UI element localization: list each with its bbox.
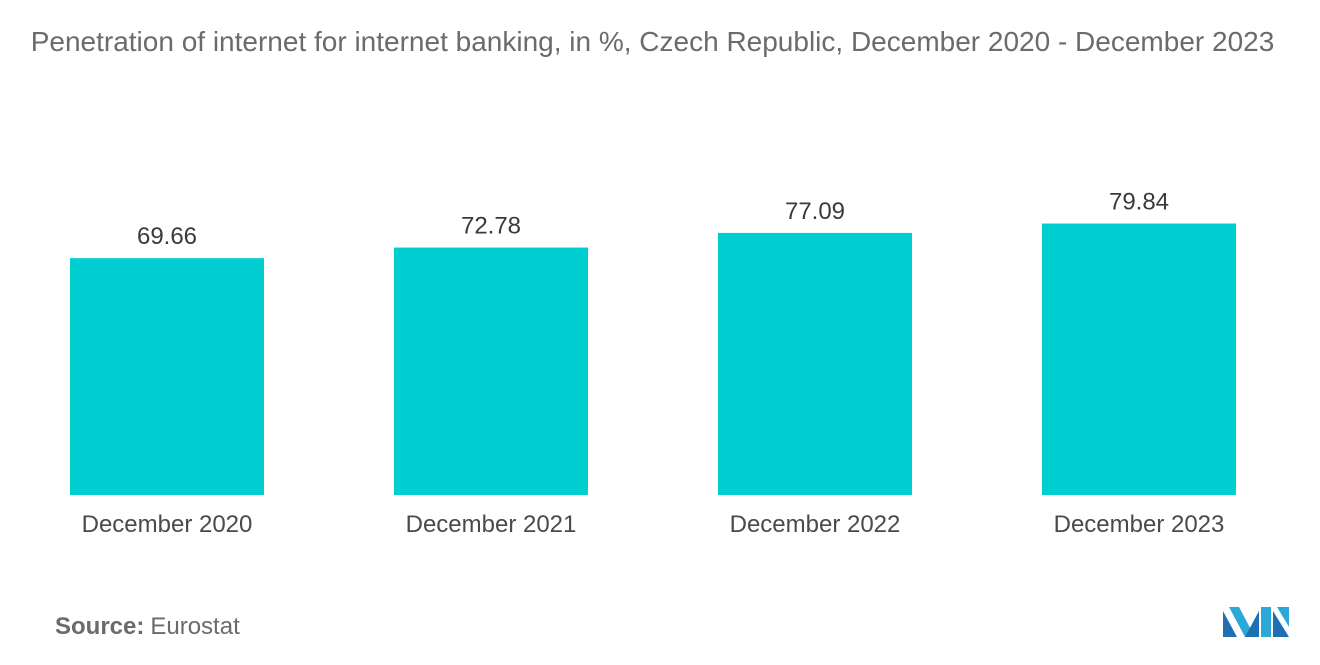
bar bbox=[718, 232, 912, 496]
bar-value-label: 79.84 bbox=[1109, 189, 1169, 216]
x-tick-label: December 2021 bbox=[406, 511, 577, 538]
x-tick-label: December 2022 bbox=[730, 511, 901, 538]
brand-logo bbox=[1223, 607, 1289, 637]
bar-value-label: 69.66 bbox=[137, 223, 197, 250]
bar bbox=[70, 258, 264, 495]
source-label: Source: bbox=[55, 613, 145, 640]
bar bbox=[394, 247, 588, 495]
bar-value-label: 72.78 bbox=[461, 213, 521, 240]
source-note: Source: Eurostat bbox=[55, 613, 240, 641]
bar-value-label: 77.09 bbox=[785, 198, 845, 225]
x-tick-label: December 2020 bbox=[82, 511, 253, 538]
x-tick-label: December 2023 bbox=[1054, 511, 1225, 538]
bar bbox=[1042, 223, 1236, 495]
chart-title: Penetration of internet for internet ban… bbox=[30, 26, 1275, 57]
source-value: Eurostat bbox=[150, 613, 240, 640]
bar-chart: 69.66 December 2020 72.78 December 2021 77.0… bbox=[70, 189, 1236, 538]
